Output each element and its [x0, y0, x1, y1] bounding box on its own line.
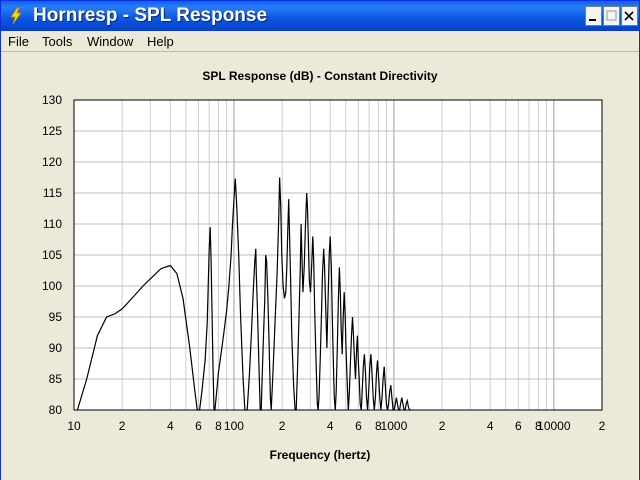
x-tick-label: 2	[599, 419, 606, 433]
x-tick-label: 6	[195, 419, 202, 433]
x-tick-label: 2	[119, 419, 126, 433]
x-tick-label: 2	[439, 419, 446, 433]
menu-help[interactable]: Help	[147, 34, 174, 49]
menu-help-label: Help	[147, 34, 174, 49]
minimize-icon	[589, 19, 596, 21]
x-tick-label: 4	[167, 419, 174, 433]
close-button[interactable]	[621, 6, 638, 26]
window-title: Hornresp - SPL Response	[33, 5, 268, 26]
menu-window[interactable]: Window	[87, 34, 133, 49]
x-tick-label: 8	[535, 419, 542, 433]
x-tick-label: 2	[279, 419, 286, 433]
x-tick-label: 1000	[381, 419, 408, 433]
plot-border	[73, 99, 603, 411]
y-tick-label: 125	[42, 124, 62, 138]
menu-bar: File Tools Window Help	[1, 31, 639, 52]
menu-tools-label: Tools	[42, 34, 73, 49]
y-tick-label: 105	[42, 248, 62, 262]
spl-response-line	[76, 177, 411, 411]
x-tick-label: 10	[67, 419, 81, 433]
x-tick-label: 100	[224, 419, 244, 433]
title-bar[interactable]: Hornresp - SPL Response	[1, 1, 639, 31]
chart-title: SPL Response (dB) - Constant Directivity	[202, 69, 438, 83]
maximize-button[interactable]	[603, 6, 620, 26]
x-tick-label: 8	[215, 419, 222, 433]
menu-tools[interactable]: Tools	[42, 34, 72, 49]
menu-file-label: File	[8, 34, 29, 49]
x-tick-label: 4	[487, 419, 494, 433]
close-icon	[624, 11, 634, 21]
menu-window-label: Window	[87, 34, 134, 49]
y-tick-label: 100	[42, 279, 62, 293]
x-tick-label: 10000	[537, 419, 571, 433]
y-tick-label: 120	[42, 155, 62, 169]
y-tick-label: 80	[49, 403, 63, 417]
y-tick-label: 95	[49, 310, 63, 324]
y-tick-label: 115	[43, 186, 62, 200]
x-axis-label: Frequency (hertz)	[269, 448, 371, 462]
y-tick-label: 110	[43, 217, 62, 231]
maximize-icon	[606, 10, 617, 21]
x-tick-label: 8	[375, 419, 382, 433]
menu-file[interactable]: File	[8, 34, 29, 49]
y-tick-label: 130	[42, 93, 62, 107]
y-tick-label: 90	[49, 341, 63, 355]
x-tick-label: 6	[515, 419, 522, 433]
lightning-icon	[10, 7, 22, 25]
minimize-button[interactable]	[585, 6, 602, 26]
y-tick-label: 85	[49, 372, 63, 386]
x-tick-label: 6	[355, 419, 362, 433]
x-tick-label: 4	[327, 419, 334, 433]
